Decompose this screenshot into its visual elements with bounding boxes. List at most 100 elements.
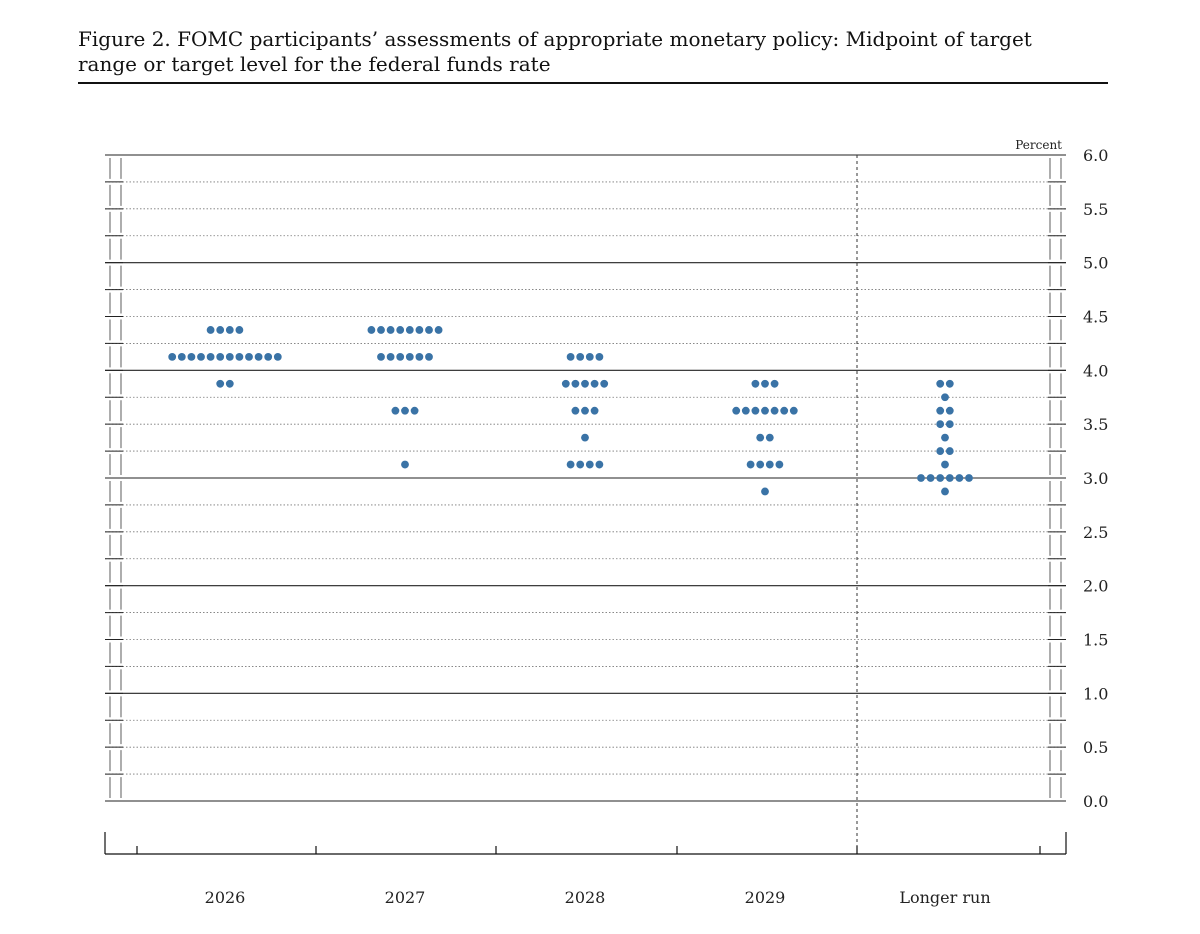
x-category-label: 2028	[565, 888, 606, 907]
participant-dot	[595, 352, 604, 361]
unit-label: Percent	[1015, 138, 1062, 152]
participant-dot	[206, 326, 215, 334]
participant-dot	[945, 406, 954, 415]
participant-dot	[216, 352, 225, 361]
participant-dot	[367, 326, 376, 334]
y-tick-label: 6.0	[1083, 146, 1108, 165]
participant-dot	[595, 460, 604, 469]
figure-title: Figure 2. FOMC participants’ assessments…	[78, 27, 1032, 76]
y-tick-label: 1.0	[1083, 684, 1108, 703]
dots	[168, 326, 973, 496]
participant-dot	[926, 474, 935, 482]
participant-dot	[386, 352, 395, 361]
participant-dot	[571, 379, 580, 388]
title-rule	[78, 82, 1108, 84]
participant-dot	[235, 352, 244, 361]
participant-dot	[761, 406, 769, 415]
participant-dot	[756, 460, 765, 469]
participant-dot	[775, 460, 784, 469]
participant-dot	[245, 352, 253, 361]
participant-dot	[396, 352, 405, 361]
participant-dot	[936, 406, 945, 415]
participant-dot	[576, 460, 585, 469]
participant-dot	[377, 352, 385, 361]
participant-dot	[945, 474, 954, 482]
participant-dot	[780, 406, 789, 415]
participant-dot	[225, 326, 234, 334]
participant-dot	[789, 406, 798, 415]
participant-dot	[216, 379, 225, 388]
participant-dot	[741, 406, 750, 415]
participant-dot	[581, 379, 589, 388]
participant-dot	[197, 352, 205, 361]
participant-dot	[941, 393, 949, 402]
y-tick-label: 4.0	[1083, 361, 1108, 380]
participant-dot	[401, 406, 409, 415]
participant-dot	[917, 474, 925, 482]
participant-dot	[732, 406, 741, 415]
participant-dot	[434, 326, 443, 334]
participant-dot	[415, 326, 424, 334]
participant-dot	[590, 406, 599, 415]
participant-dot	[206, 352, 215, 361]
participant-dot	[945, 379, 954, 388]
participant-dot	[585, 460, 594, 469]
x-category-label: 2026	[205, 888, 246, 907]
participant-dot	[955, 474, 964, 482]
y-tick-label: 3.0	[1083, 469, 1108, 488]
participant-dot	[765, 433, 774, 442]
participant-dot	[770, 379, 779, 388]
participant-dot	[216, 326, 225, 334]
axis	[104, 832, 1067, 855]
participant-dot	[581, 406, 589, 415]
y-tick-label: 5.5	[1083, 200, 1108, 219]
participant-dot	[396, 326, 405, 334]
participant-dot	[566, 352, 575, 361]
y-tick-label: 3.5	[1083, 415, 1108, 434]
participant-dot	[756, 433, 765, 442]
participant-dot	[571, 406, 580, 415]
participant-dot	[391, 406, 400, 415]
participant-dot	[273, 352, 282, 361]
participant-dot	[425, 326, 433, 334]
participant-dot	[187, 352, 196, 361]
y-tick-label: 1.5	[1083, 631, 1108, 650]
participant-dot	[945, 447, 954, 455]
participant-dot	[765, 460, 774, 469]
participant-dot	[405, 326, 414, 334]
participant-dot	[254, 352, 263, 361]
x-category-label: Longer run	[899, 888, 990, 907]
y-tick-label: 2.0	[1083, 577, 1108, 596]
y-tick-label: 0.5	[1083, 738, 1108, 757]
participant-dot	[410, 406, 419, 415]
y-tick-label: 4.5	[1083, 308, 1108, 327]
participant-dot	[751, 406, 760, 415]
participant-dot	[581, 433, 589, 442]
participant-dot	[761, 487, 769, 496]
participant-dot	[590, 379, 599, 388]
participant-dot	[936, 447, 945, 455]
participant-dot	[177, 352, 186, 361]
participant-dot	[600, 379, 609, 388]
participant-dot	[941, 460, 949, 469]
x-category-label: 2029	[745, 888, 786, 907]
participant-dot	[751, 379, 760, 388]
participant-dot	[746, 460, 755, 469]
participant-dot	[936, 474, 945, 482]
participant-dot	[585, 352, 594, 361]
participant-dot	[936, 420, 945, 429]
participant-dot	[405, 352, 414, 361]
y-tick-label: 0.0	[1083, 792, 1108, 811]
y-tick-labels: 6.0 5.5 5.0 4.5 4.0 3.5 3.0 2.5 2.0 1.5 1.0 0.5 0.0	[1083, 146, 1108, 811]
participant-dot	[945, 420, 954, 429]
participant-dot	[425, 352, 433, 361]
participant-dot	[941, 487, 949, 496]
y-tick-label: 2.5	[1083, 523, 1108, 542]
x-category-label: 2027	[385, 888, 426, 907]
participant-dot	[561, 379, 570, 388]
participant-dot	[770, 406, 779, 415]
participant-dot	[965, 474, 973, 482]
participant-dot	[761, 379, 769, 388]
participant-dot	[225, 379, 234, 388]
